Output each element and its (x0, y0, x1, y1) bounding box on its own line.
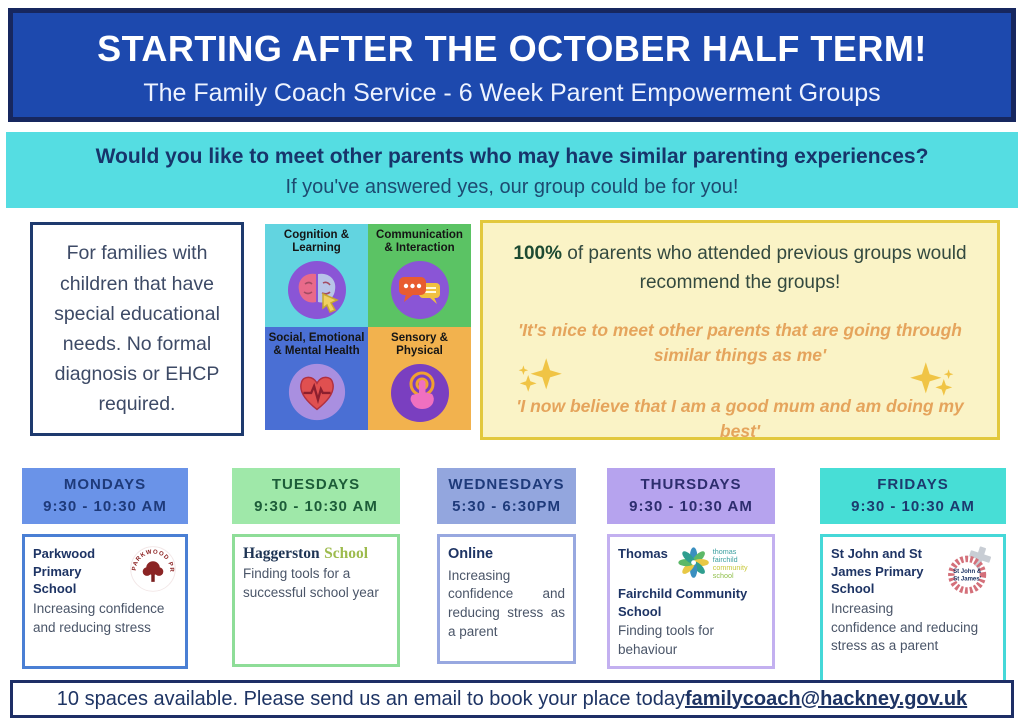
time-label: 9:30 - 10:30 AM (254, 498, 378, 515)
eligibility-box: For families with children that have spe… (30, 222, 244, 436)
day-label: TUESDAYS (271, 476, 361, 494)
question-banner: Would you like to meet other parents who… (6, 132, 1018, 208)
time-label: 9:30 - 10:30 AM (43, 498, 167, 515)
school-name: St John and St James Primary School (831, 546, 924, 597)
session-description: Increasing confidence and reducing stres… (831, 600, 979, 654)
tile-social-emotional-mental-health: Social, Emotional & Mental Health (265, 327, 368, 430)
testimonial-box: 100% of parents who attended previous gr… (480, 220, 1000, 441)
stat-line: 100% of parents who attended previous gr… (509, 240, 971, 297)
speech-bubbles-icon (390, 261, 449, 320)
parent-quote-2: 'I now believe that I am a good mum and … (516, 396, 964, 441)
svg-text:fairchild: fairchild (713, 555, 738, 564)
sparkle-icon (518, 358, 562, 392)
day-header-tuesday: TUESDAYS 9:30 - 10:30 AM (232, 468, 400, 524)
logo-text-green: School (324, 545, 369, 562)
schedule-column-tuesday: TUESDAYS 9:30 - 10:30 AM Haggerston Scho… (232, 468, 400, 667)
day-header-wednesday: WEDNESDAYS 5:30 - 6:30PM (437, 468, 576, 524)
session-box-wednesday: Online Increasing confidence and reducin… (437, 534, 576, 664)
svg-text:community: community (713, 563, 748, 572)
tile-cognition-learning: Cognition & Learning (265, 224, 368, 327)
time-label: 9:30 - 10:30 AM (851, 498, 975, 515)
tile-label: Cognition & Learning (283, 229, 350, 255)
session-box-tuesday: Haggerston School Finding tools for a su… (232, 534, 400, 667)
thomas-fairchild-school-logo: thomas fairchild community school (678, 547, 748, 580)
day-label: FRIDAYS (877, 476, 949, 494)
svg-text:school: school (713, 571, 734, 580)
day-header-friday: FRIDAYS 9:30 - 10:30 AM (820, 468, 1006, 524)
time-label: 9:30 - 10:30 AM (629, 498, 753, 515)
answer-text: If you've answered yes, our group could … (285, 176, 739, 198)
session-description: Finding tools for behaviour (618, 623, 715, 657)
booking-text: 10 spaces available. Please send us an e… (56, 687, 685, 710)
flyer-subtitle: The Family Coach Service - 6 Week Parent… (143, 79, 881, 107)
school-name: Parkwood Primary School (33, 546, 96, 597)
schedule-column-wednesday: WEDNESDAYS 5:30 - 6:30PM Online Increasi… (437, 468, 576, 664)
session-description: Increasing confidence and reducing stres… (448, 567, 565, 640)
svg-text:St John &: St John & (953, 569, 982, 575)
booking-email-link[interactable]: familycoach@hackney.gov.uk (684, 687, 968, 710)
eligibility-text: For families with children that have spe… (54, 242, 220, 416)
parkwood-school-logo: PARKWOOD PRIMARY SCHOOL (129, 545, 176, 592)
session-description: Increasing confidence and reducing stres… (33, 600, 165, 635)
day-label: WEDNESDAYS (448, 476, 565, 494)
tile-label: Social, Emotional & Mental Health (268, 332, 365, 358)
parent-quote-1: 'It's nice to meet other parents that ar… (518, 320, 962, 365)
day-label: THURSDAYS (640, 476, 742, 494)
schedule-column-monday: MONDAYS 9:30 - 10:30 AM PARKWOOD PRIMARY… (22, 468, 188, 669)
brain-cursor-icon (287, 261, 346, 320)
day-header-monday: MONDAYS 9:30 - 10:30 AM (22, 468, 188, 524)
hand-touch-icon (390, 364, 449, 423)
session-box-thursday: thomas fairchild community school Thomas… (607, 534, 775, 669)
schedule-column-friday: FRIDAYS 9:30 - 10:30 AM St John & St Jam… (820, 468, 1006, 686)
tile-label: Communication & Interaction (376, 229, 463, 255)
school-name: Thomas Fairchild Community School (618, 546, 748, 619)
svg-text:thomas: thomas (713, 547, 737, 556)
heart-pulse-icon (288, 364, 345, 421)
top-banner: STARTING AFTER THE OCTOBER HALF TERM! Th… (8, 8, 1016, 122)
tile-communication-interaction: Communication & Interaction (368, 224, 471, 327)
need-areas-grid: Cognition & Learning Communication & Int… (265, 224, 471, 430)
session-box-friday: St John & St James' St John and St James… (820, 534, 1006, 686)
question-text: Would you like to meet other parents who… (95, 145, 929, 168)
tile-sensory-physical: Sensory & Physical (368, 327, 471, 430)
flyer-title: STARTING AFTER THE OCTOBER HALF TERM! (97, 28, 927, 69)
tile-label: Sensory & Physical (391, 332, 448, 358)
booking-footer: 10 spaces available. Please send us an e… (10, 680, 1014, 718)
st-john-st-james-school-logo: St John & St James' (948, 546, 992, 594)
session-location: Online (448, 546, 494, 562)
svg-text:St James': St James' (953, 576, 981, 582)
time-label: 5:30 - 6:30PM (452, 498, 561, 515)
sparkle-icon (910, 362, 954, 396)
schedule-column-thursday: THURSDAYS 9:30 - 10:30 AM thomas fairchi… (607, 468, 775, 669)
day-label: MONDAYS (63, 476, 147, 494)
logo-text-dark: Haggerston (243, 545, 320, 562)
session-box-monday: PARKWOOD PRIMARY SCHOOL Parkwood Primary… (22, 534, 188, 669)
session-description: Finding tools for a successful school ye… (243, 566, 379, 600)
day-header-thursday: THURSDAYS 9:30 - 10:30 AM (607, 468, 775, 524)
haggerston-school-logo: Haggerston School (243, 545, 389, 563)
stat-percentage: 100% (513, 243, 563, 264)
stat-text: of parents who attended previous groups … (562, 243, 967, 293)
